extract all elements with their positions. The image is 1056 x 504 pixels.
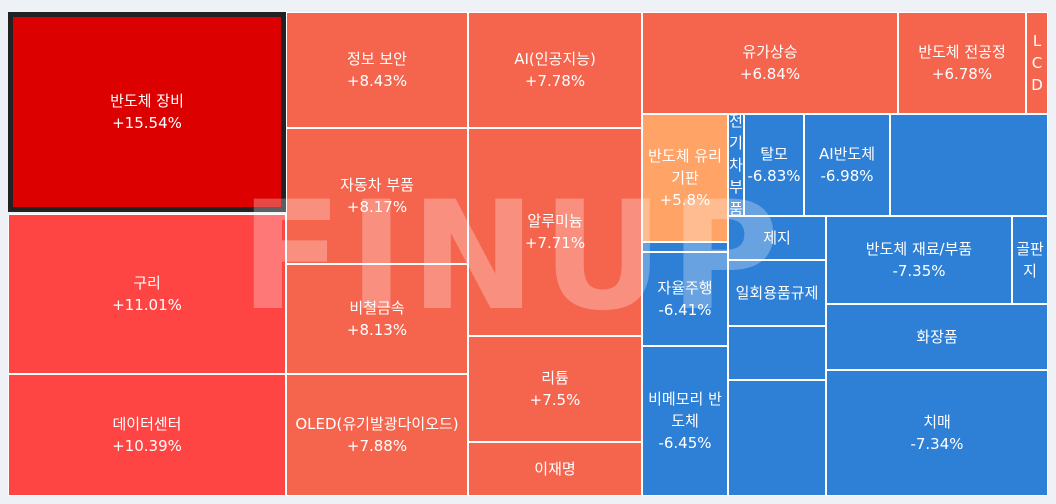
tile-label: 자동차 부품 (340, 176, 414, 194)
tile-change-value: +6.78% (931, 65, 993, 83)
tile-lcd[interactable]: LCD (1026, 12, 1048, 114)
tile-change-value: +7.78% (524, 72, 586, 90)
tile-change-value: +11.01% (112, 296, 182, 314)
tile-label: 유가상승 (742, 43, 798, 61)
tile-label: 비메모리 반도체 (648, 390, 722, 430)
tile-semiconductor-equipment[interactable]: 반도체 장비 +15.54% (8, 12, 286, 212)
tile-label: 골판지 (1016, 240, 1044, 280)
tile-hair-loss[interactable]: AI반도체 -6.98% (804, 114, 890, 216)
tile-aluminum[interactable]: 알루미늄 +7.71% (468, 128, 642, 336)
tile-change-value: +8.17% (346, 198, 408, 216)
tile-change-value: -6.83% (747, 167, 801, 185)
tile-change-value: -6.41% (658, 301, 712, 319)
tile-change-value: -7.34% (910, 435, 964, 453)
tile-semiconductor-materials[interactable]: 반도체 재료/부품 -7.35% (826, 216, 1012, 304)
tile-lithium[interactable]: 리튬 +7.5% (468, 336, 642, 442)
tile-label: AI반도체 (818, 145, 876, 163)
tile-label: 전기차 부품 (729, 114, 743, 216)
tile-change-value: +7.71% (524, 234, 586, 252)
tile-data-center[interactable]: 데이터센터 +10.39% (8, 374, 286, 496)
tile-label: OLED(유기발광다이오드) (295, 415, 459, 433)
tile-change-value: +8.43% (346, 72, 408, 90)
tile-autonomous-driving[interactable]: 자율주행 -6.41% (642, 252, 728, 346)
tile-change-value: -7.35% (892, 262, 946, 280)
tile-secondary-battery[interactable]: 치매 -7.34% (826, 370, 1048, 496)
tile-label: 반도체 전공정 (918, 43, 1006, 61)
tile-paper[interactable]: 제지 (728, 216, 826, 260)
tile-label: 알루미늄 (527, 212, 583, 230)
tile-change-value: -6.98% (820, 167, 874, 185)
tile-small-3[interactable] (728, 326, 826, 380)
tile-change-value: +7.88% (346, 437, 408, 455)
tile-disposable-regulation[interactable]: 일회용품규제 (728, 260, 826, 326)
tile-small-1[interactable] (642, 242, 728, 252)
tile-label: 이재명 (534, 460, 576, 478)
tile-change-value: +6.84% (739, 65, 801, 83)
tile-auto-parts[interactable]: 자동차 부품 +8.17% (286, 128, 468, 264)
tile-label: 데이터센터 (112, 415, 182, 433)
tile-label: 자율주행 (657, 279, 713, 297)
tile-glass-substrate[interactable]: 반도체 유리기판 +5.8% (642, 114, 728, 242)
tile-corrugated[interactable]: 골판지 (1012, 216, 1048, 304)
tile-label: 반도체 유리기판 (648, 147, 722, 187)
tile-label: LCD (1031, 32, 1043, 94)
tile-lee-jaemyung[interactable]: 이재명 (468, 442, 642, 496)
tile-label: 화장품 (916, 328, 958, 346)
tile-change-value: +8.13% (346, 321, 408, 339)
tile-label: 반도체 재료/부품 (865, 240, 973, 258)
tile-oled[interactable]: OLED(유기발광다이오드) +7.88% (286, 374, 468, 496)
tile-info-security[interactable]: 정보 보안 +8.43% (286, 12, 468, 128)
tile-label: AI(인공지능) (514, 50, 596, 68)
tile-oil-price-rise[interactable]: 유가상승 +6.84% (642, 12, 898, 114)
tile-small-2[interactable]: 전기차 부품 (728, 114, 744, 216)
tile-label: 일회용품규제 (735, 284, 819, 302)
tile-ai-semiconductor[interactable] (890, 114, 1048, 216)
tile-label: 탈모 (760, 145, 788, 163)
tile-change-value: -6.45% (658, 434, 712, 452)
tile-label: 정보 보안 (347, 50, 407, 68)
tile-change-value: +10.39% (112, 437, 182, 455)
tile-change-value: +7.5% (529, 391, 581, 409)
tile-cosmetics[interactable]: 화장품 (826, 304, 1048, 370)
tile-ai[interactable]: AI(인공지능) +7.78% (468, 12, 642, 128)
tile-nonferrous-metals[interactable]: 비철금속 +8.13% (286, 264, 468, 374)
tile-label: 리튬 (541, 369, 569, 387)
tile-semiconductor-front-end[interactable]: 반도체 전공정 +6.78% (898, 12, 1026, 114)
tile-copper[interactable]: 구리 +11.01% (8, 214, 286, 374)
tile-label: 치매 (923, 413, 951, 431)
tile-label: 제지 (763, 229, 791, 247)
tile-ev-parts[interactable]: 탈모 -6.83% (744, 114, 804, 216)
tile-dementia[interactable] (728, 380, 826, 496)
tile-label: 구리 (133, 274, 161, 292)
tile-label: 비철금속 (349, 299, 405, 317)
tile-change-value: +15.54% (112, 114, 182, 132)
tile-change-value: +5.8% (659, 191, 711, 209)
tile-label: 반도체 장비 (110, 92, 184, 110)
tile-non-memory[interactable]: 비메모리 반도체 -6.45% (642, 346, 728, 496)
